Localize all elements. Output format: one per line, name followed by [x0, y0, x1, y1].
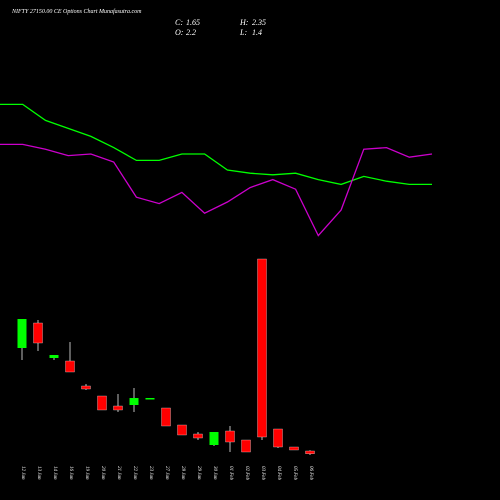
high-label: H: — [239, 18, 249, 27]
x-tick-label: 21 Jan — [116, 466, 121, 480]
candle-body — [209, 432, 219, 445]
x-tick-label: 14 Jan — [52, 466, 57, 480]
candle-body — [193, 433, 203, 439]
low-label: L: — [239, 28, 247, 37]
chart-title: NIFTY 27150.00 CE Options Chart Munafasu… — [11, 8, 142, 15]
open-label: O: — [175, 28, 184, 37]
close-label: C: — [175, 18, 183, 27]
indicator-line — [0, 143, 433, 237]
candle-body — [289, 446, 299, 451]
x-tick-label: 28 Jan — [180, 466, 185, 480]
close-value: 1.65 — [186, 18, 200, 27]
candle-body — [113, 405, 123, 411]
candle-body — [273, 428, 283, 448]
x-tick-label: 06 Feb — [308, 466, 313, 481]
x-tick-label: 27 Jan — [164, 466, 169, 480]
candle-body — [225, 430, 235, 443]
candle-body — [145, 398, 155, 400]
candle-body — [49, 355, 59, 358]
x-tick-label: 16 Jan — [68, 466, 73, 480]
candle-body — [17, 319, 27, 348]
candle-body — [81, 385, 91, 390]
x-tick-label: 13 Jan — [36, 466, 41, 480]
candle-body — [65, 360, 75, 373]
x-tick-label: 03 Feb — [260, 466, 265, 481]
x-tick-label: 02 Feb — [244, 466, 249, 481]
candle-body — [177, 424, 187, 436]
candle-body — [97, 395, 107, 411]
x-tick-label: 23 Jan — [148, 466, 153, 480]
x-tick-label: 12 Jan — [20, 466, 25, 480]
x-tick-label: 19 Jan — [84, 466, 89, 480]
candle-body — [257, 258, 267, 438]
x-tick-label: 04 Feb — [276, 466, 281, 481]
candle-body — [33, 322, 43, 344]
high-value: 2.35 — [252, 18, 266, 27]
x-tick-label: 05 Feb — [292, 466, 297, 481]
x-tick-label: 29 Jan — [196, 466, 201, 480]
candle-body — [129, 398, 139, 405]
x-tick-label: 01 Feb — [228, 466, 233, 481]
x-tick-label: 30 Jan — [212, 466, 217, 480]
candle-body — [305, 450, 315, 454]
open-value: 2.2 — [186, 28, 196, 37]
x-tick-label: 20 Jan — [100, 466, 105, 480]
x-tick-label: 22 Jan — [132, 466, 137, 480]
low-value: 1.4 — [252, 28, 262, 37]
candle-body — [241, 439, 251, 453]
candle-body — [161, 407, 171, 427]
indicator-line — [0, 103, 432, 186]
